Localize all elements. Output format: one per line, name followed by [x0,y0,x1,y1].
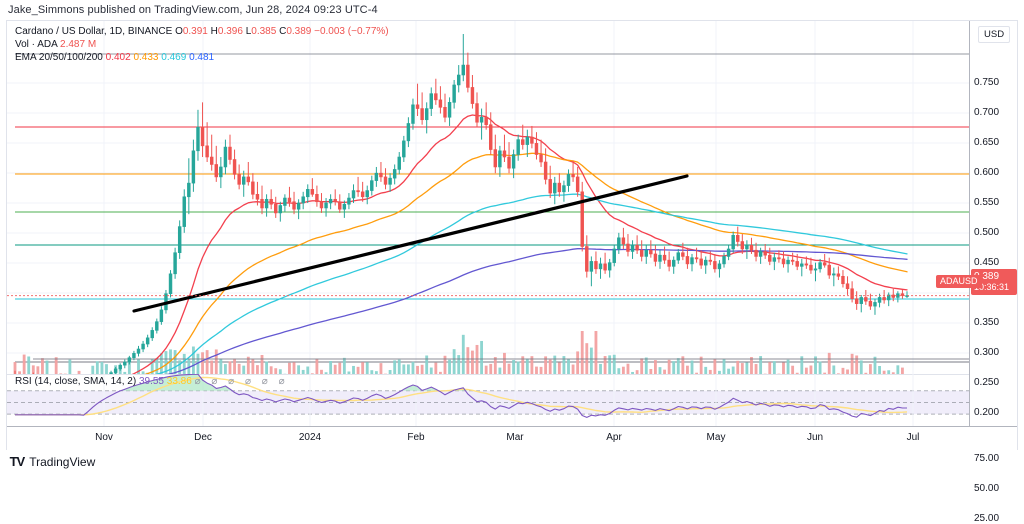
time-tick: May [707,432,726,443]
legend-ema-label: EMA 20/50/100/200 [15,52,103,63]
legend-ema50-value: 0.433 [133,52,158,63]
rsi-legend[interactable]: RSI (14, close, SMA, 14, 2) 39.55 33.86 … [15,376,289,388]
time-tick: 2024 [299,432,321,443]
symbol-price-tag: ADAUSD [936,275,982,288]
rsi-legend-title: RSI (14, close, SMA, 14, 2) [15,376,136,387]
legend-symbol-row[interactable]: Cardano / US Dollar, 1D, BINANCE O0.391 … [15,25,389,38]
price-tick: 0.550 [974,197,999,208]
price-tick: 0.500 [974,227,999,238]
legend-low-value: 0.385 [251,26,276,37]
rsi-tick: 25.00 [974,513,999,524]
rsi-legend-eye-icons[interactable]: ⌀ ⌀ ⌀ ⌀ ⌀ ⌀ [195,376,289,387]
legend-ema-row[interactable]: EMA 20/50/100/200 0.402 0.433 0.469 0.48… [15,51,389,64]
price-pane[interactable] [7,21,969,374]
price-tick: 0.350 [974,317,999,328]
tradingview-logo-text: TradingView [29,455,95,469]
currency-badge[interactable]: USD [978,26,1010,43]
attribution-text: Jake_Simmons published on TradingView.co… [8,4,378,16]
tradingview-chart-screenshot: Jake_Simmons published on TradingView.co… [0,0,1024,473]
tradingview-watermark: TV TradingView [8,454,95,469]
legend-ema200-value: 0.481 [189,52,214,63]
tradingview-logo-icon: TV [8,454,24,469]
legend-volume-value: 2.487 M [60,39,96,50]
legend-change-value: −0.003 (−0.77%) [314,26,389,37]
price-tick: 0.450 [974,257,999,268]
price-tick: 0.650 [974,137,999,148]
time-tick: Nov [95,432,113,443]
price-chart-svg [7,21,969,374]
rsi-tick: 50.00 [974,483,999,494]
time-tick: Jun [807,432,823,443]
time-tick: Jul [907,432,920,443]
legend-high-value: 0.396 [218,26,243,37]
chart-legend: Cardano / US Dollar, 1D, BINANCE O0.391 … [15,25,389,64]
legend-volume-label: Vol · ADA [15,39,57,50]
price-tick: 0.600 [974,167,999,178]
price-tick: 0.300 [974,347,999,358]
rsi-legend-value: 39.55 [139,376,164,387]
chart-frame: Cardano / US Dollar, 1D, BINANCE O0.391 … [6,20,1018,450]
legend-open-value: 0.391 [183,26,208,37]
legend-ema20-value: 0.402 [106,52,131,63]
legend-high-label: H [211,26,218,37]
rsi-legend-sma-value: 33.86 [167,376,192,387]
time-tick: Mar [506,432,523,443]
rsi-tick: 75.00 [974,453,999,464]
legend-ema100-value: 0.469 [161,52,186,63]
price-tick: 0.250 [974,377,999,388]
price-tick: 0.700 [974,107,999,118]
legend-open-label: O [175,26,183,37]
legend-volume-row[interactable]: Vol · ADA 2.487 M [15,38,389,51]
price-tick: 0.200 [974,407,999,418]
time-axis[interactable]: Nov Dec 2024 Feb Mar Apr May Jun Jul [7,427,1017,450]
price-tick: 0.750 [974,77,999,88]
legend-symbol: Cardano / US Dollar, 1D, BINANCE [15,26,172,37]
time-tick: Apr [606,432,622,443]
legend-close-value: 0.389 [286,26,311,37]
price-axis[interactable]: USD 0.750 0.700 0.650 0.600 0.550 0.500 0.450 0… [969,21,1017,426]
time-tick: Dec [194,432,212,443]
time-tick: Feb [407,432,424,443]
